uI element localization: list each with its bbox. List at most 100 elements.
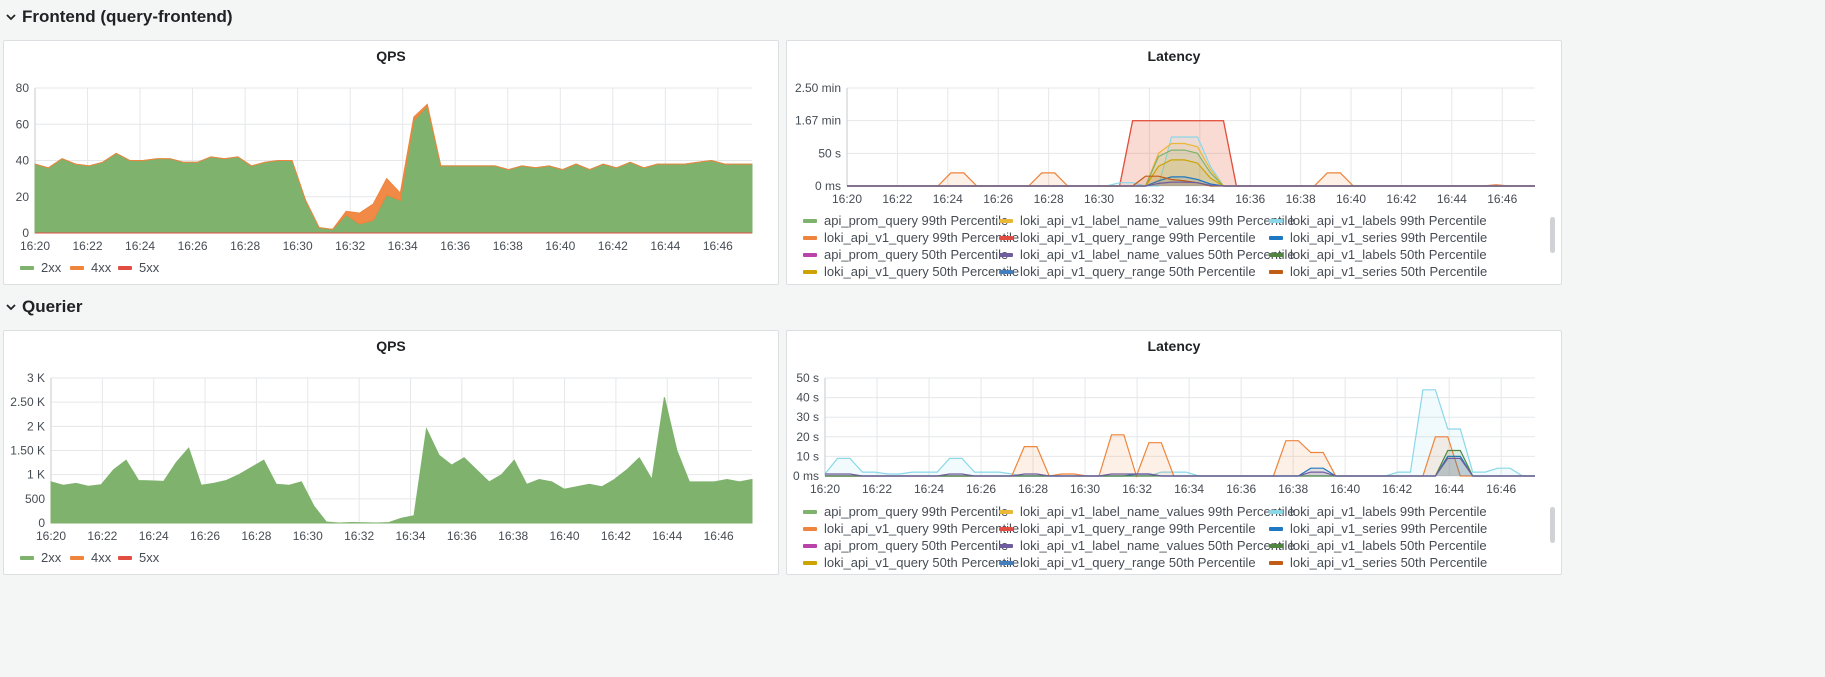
legend-scrollbar[interactable] (1550, 217, 1555, 253)
legend-item[interactable]: loki_api_v1_labels 50th Percentile (1269, 538, 1487, 553)
legend-label: loki_api_v1_labels 50th Percentile (1290, 247, 1487, 262)
legend-label: loki_api_v1_query 99th Percentile (824, 521, 1020, 536)
legend-item[interactable]: loki_api_v1_query_range 99th Percentile (999, 521, 1256, 536)
x-tick-label: 16:32 (344, 529, 374, 543)
x-tick-label: 16:36 (447, 529, 477, 543)
legend-label: loki_api_v1_series 99th Percentile (1290, 521, 1488, 536)
series-fill (825, 450, 1535, 476)
legend-swatch (803, 526, 817, 531)
legend-item[interactable]: loki_api_v1_query 99th Percentile (803, 521, 1019, 536)
legend-item[interactable]: api_prom_query 99th Percentile (803, 213, 1008, 228)
legend-item[interactable]: 4xx (70, 550, 111, 565)
legend-item[interactable]: loki_api_v1_labels 99th Percentile (1269, 213, 1487, 228)
x-tick-label: 16:46 (704, 529, 734, 543)
x-tick-label: 16:38 (493, 239, 523, 253)
row-toggle-frontend[interactable]: Frontend (query-frontend) (4, 2, 233, 32)
legend-item[interactable]: loki_api_v1_label_name_values 99th Perce… (999, 504, 1295, 519)
legend-swatch (1269, 235, 1283, 240)
legend-item[interactable]: 5xx (118, 260, 159, 275)
x-tick-label: 16:36 (440, 239, 470, 253)
x-tick-label: 16:24 (933, 192, 963, 206)
row-toggle-querier[interactable]: Querier (4, 292, 82, 322)
legend-scrollbar[interactable] (1550, 507, 1555, 543)
chart-legend: api_prom_query 99th Percentile loki_api_v… (803, 504, 1543, 574)
panel-querier-latency[interactable]: Latency 0 ms 10 s 20 s 30 s 40 s 50 s 16:20 16:… (786, 330, 1562, 575)
legend-swatch (118, 265, 132, 270)
legend-item[interactable]: loki_api_v1_query 50th Percentile (803, 555, 1019, 570)
legend-item[interactable]: loki_api_v1_query_range 50th Percentile (999, 555, 1256, 570)
legend-item[interactable]: loki_api_v1_label_name_values 50th Perce… (999, 538, 1295, 553)
legend-swatch (20, 555, 34, 560)
legend-label: loki_api_v1_query_range 50th Percentile (1020, 264, 1256, 279)
legend-item[interactable]: loki_api_v1_series 99th Percentile (1269, 521, 1487, 536)
legend-item[interactable]: loki_api_v1_query_range 50th Percentile (999, 264, 1256, 279)
legend-item[interactable]: 2xx (20, 550, 61, 565)
qps-chart: 0 500 1 K 1.50 K 2 K 2.50 K 3 K 16:20 16:22 16:24… (10, 371, 753, 543)
y-tick-label: 1.50 K (10, 444, 45, 458)
x-tick-label: 16:20 (36, 529, 66, 543)
legend-swatch (118, 555, 132, 560)
series-fill (847, 143, 1535, 186)
legend-label: 2xx (41, 550, 62, 565)
series-line (824, 389, 1535, 477)
legend-item[interactable]: 2xx (20, 260, 61, 275)
x-tick-label: 16:32 (1122, 482, 1152, 496)
series-fill (847, 176, 1535, 186)
legend-item[interactable]: loki_api_v1_labels 50th Percentile (1269, 247, 1487, 262)
y-tick-label: 40 s (796, 391, 819, 405)
legend-item[interactable]: loki_api_v1_label_name_values 50th Perce… (999, 247, 1295, 262)
panel-querier-qps[interactable]: QPS 0 500 1 K 1.50 K 2 K 2.50 K 3 K 16:20 16:22 1… (3, 330, 779, 575)
y-tick-label: 500 (25, 492, 45, 506)
legend-item[interactable]: loki_api_v1_query 99th Percentile (803, 230, 1019, 245)
x-tick-label: 16:22 (87, 529, 117, 543)
series-fill (847, 150, 1535, 186)
legend-item[interactable]: loki_api_v1_label_name_values 99th Perce… (999, 213, 1295, 228)
x-tick-label: 16:26 (190, 529, 220, 543)
legend-label: api_prom_query 99th Percentile (824, 213, 1009, 228)
legend-swatch (803, 218, 817, 223)
x-tick-label: 16:22 (882, 192, 912, 206)
legend-swatch (999, 526, 1013, 531)
x-tick-label: 16:24 (139, 529, 169, 543)
x-tick-label: 16:40 (1336, 192, 1366, 206)
panel-title: Latency (1147, 338, 1201, 354)
legend-item[interactable]: loki_api_v1_query 50th Percentile (803, 264, 1019, 279)
legend-swatch (1269, 560, 1283, 565)
legend-label: api_prom_query 99th Percentile (824, 504, 1009, 519)
legend-item[interactable]: 5xx (118, 550, 159, 565)
panel-title: QPS (376, 338, 406, 354)
legend-label: api_prom_query 50th Percentile (824, 247, 1009, 262)
legend-swatch (999, 543, 1013, 548)
legend-item[interactable]: loki_api_v1_labels 99th Percentile (1269, 504, 1487, 519)
row-title: Frontend (query-frontend) (22, 7, 233, 26)
x-tick-label: 16:42 (601, 529, 631, 543)
x-tick-label: 16:30 (1070, 482, 1100, 496)
panel-frontend-qps[interactable]: QPS 0 20 40 60 80 16:20 16:22 16:24 16:26 16:28 16… (3, 40, 779, 285)
chart-legend: api_prom_query 99th Percentile loki_api_v… (803, 213, 1543, 283)
x-tick-label: 16:22 (73, 239, 103, 253)
panel-frontend-latency[interactable]: Latency 0 ms 50 s 1.67 min 2.50 min 16:20 16:… (786, 40, 1562, 285)
x-tick-label: 16:26 (966, 482, 996, 496)
legend-swatch (803, 560, 817, 565)
chevron-down-icon (6, 14, 16, 21)
x-tick-label: 16:40 (1330, 482, 1360, 496)
legend-item[interactable]: api_prom_query 50th Percentile (803, 538, 1008, 553)
legend-swatch (803, 235, 817, 240)
legend-label: loki_api_v1_series 50th Percentile (1290, 264, 1488, 279)
legend-item[interactable]: loki_api_v1_series 50th Percentile (1269, 264, 1487, 279)
chart-legend: 2xx 4xx 5xx (20, 550, 320, 568)
legend-item[interactable]: loki_api_v1_series 99th Percentile (1269, 230, 1487, 245)
series-area-2xx (50, 397, 753, 524)
legend-item[interactable]: 4xx (70, 260, 111, 275)
latency-chart: 0 ms 50 s 1.67 min 2.50 min 16:20 16:22 16:24 1… (795, 81, 1535, 206)
y-tick-label: 20 (16, 190, 30, 204)
legend-item[interactable]: api_prom_query 50th Percentile (803, 247, 1008, 262)
legend-item[interactable]: loki_api_v1_series 50th Percentile (1269, 555, 1487, 570)
legend-item[interactable]: loki_api_v1_query_range 99th Percentile (999, 230, 1256, 245)
legend-label: loki_api_v1_query_range 50th Percentile (1020, 555, 1256, 570)
legend-label: 2xx (41, 260, 62, 275)
x-tick-label: 16:40 (550, 529, 580, 543)
legend-item[interactable]: api_prom_query 99th Percentile (803, 504, 1008, 519)
legend-label: loki_api_v1_labels 50th Percentile (1290, 538, 1487, 553)
x-tick-label: 16:26 (983, 192, 1013, 206)
